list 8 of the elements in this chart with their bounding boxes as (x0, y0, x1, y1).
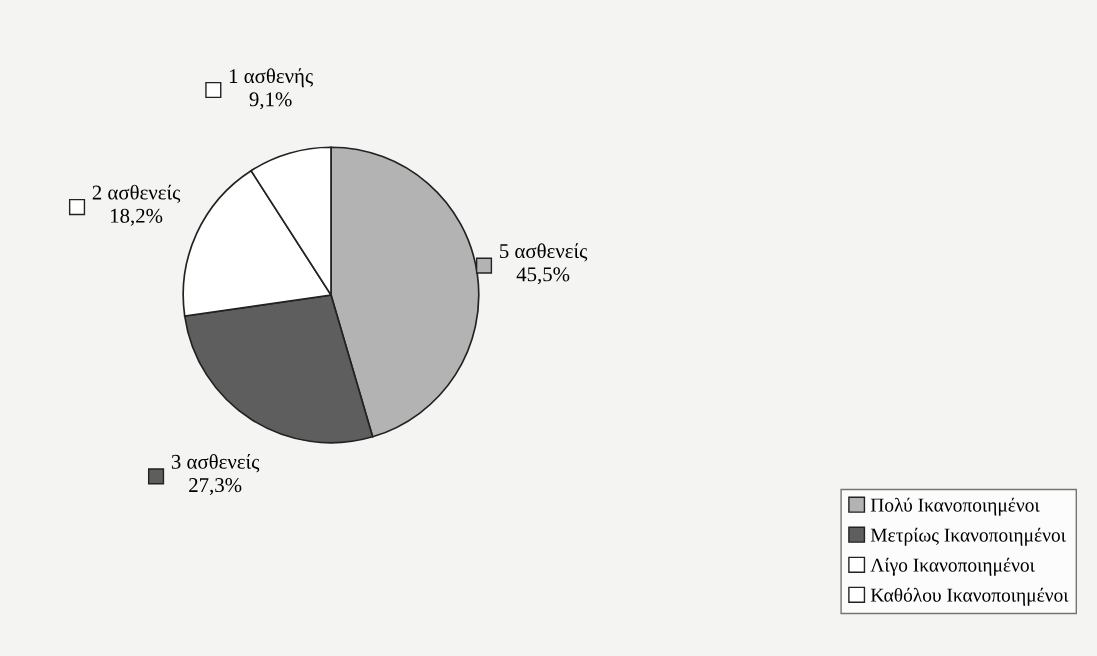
legend-label: Λίγο Ικανοποιημένοι (870, 557, 1035, 576)
legend-label: Μετρίως Ικανοποιημένοι (870, 527, 1066, 546)
data-label: 1 ασθενής 9,1% (229, 68, 313, 110)
data-label: 2 ασθενείς 18,2% (92, 184, 181, 226)
data-label: 5 ασθενείς 45,5% (500, 243, 588, 285)
data-label: 3 ασθενείς 27,3% (171, 453, 260, 496)
legend-label: Πολύ Ικανοποιημένοι (870, 497, 1040, 516)
legend-label: Καθόλου Ικανοποιημένοι (870, 587, 1069, 606)
